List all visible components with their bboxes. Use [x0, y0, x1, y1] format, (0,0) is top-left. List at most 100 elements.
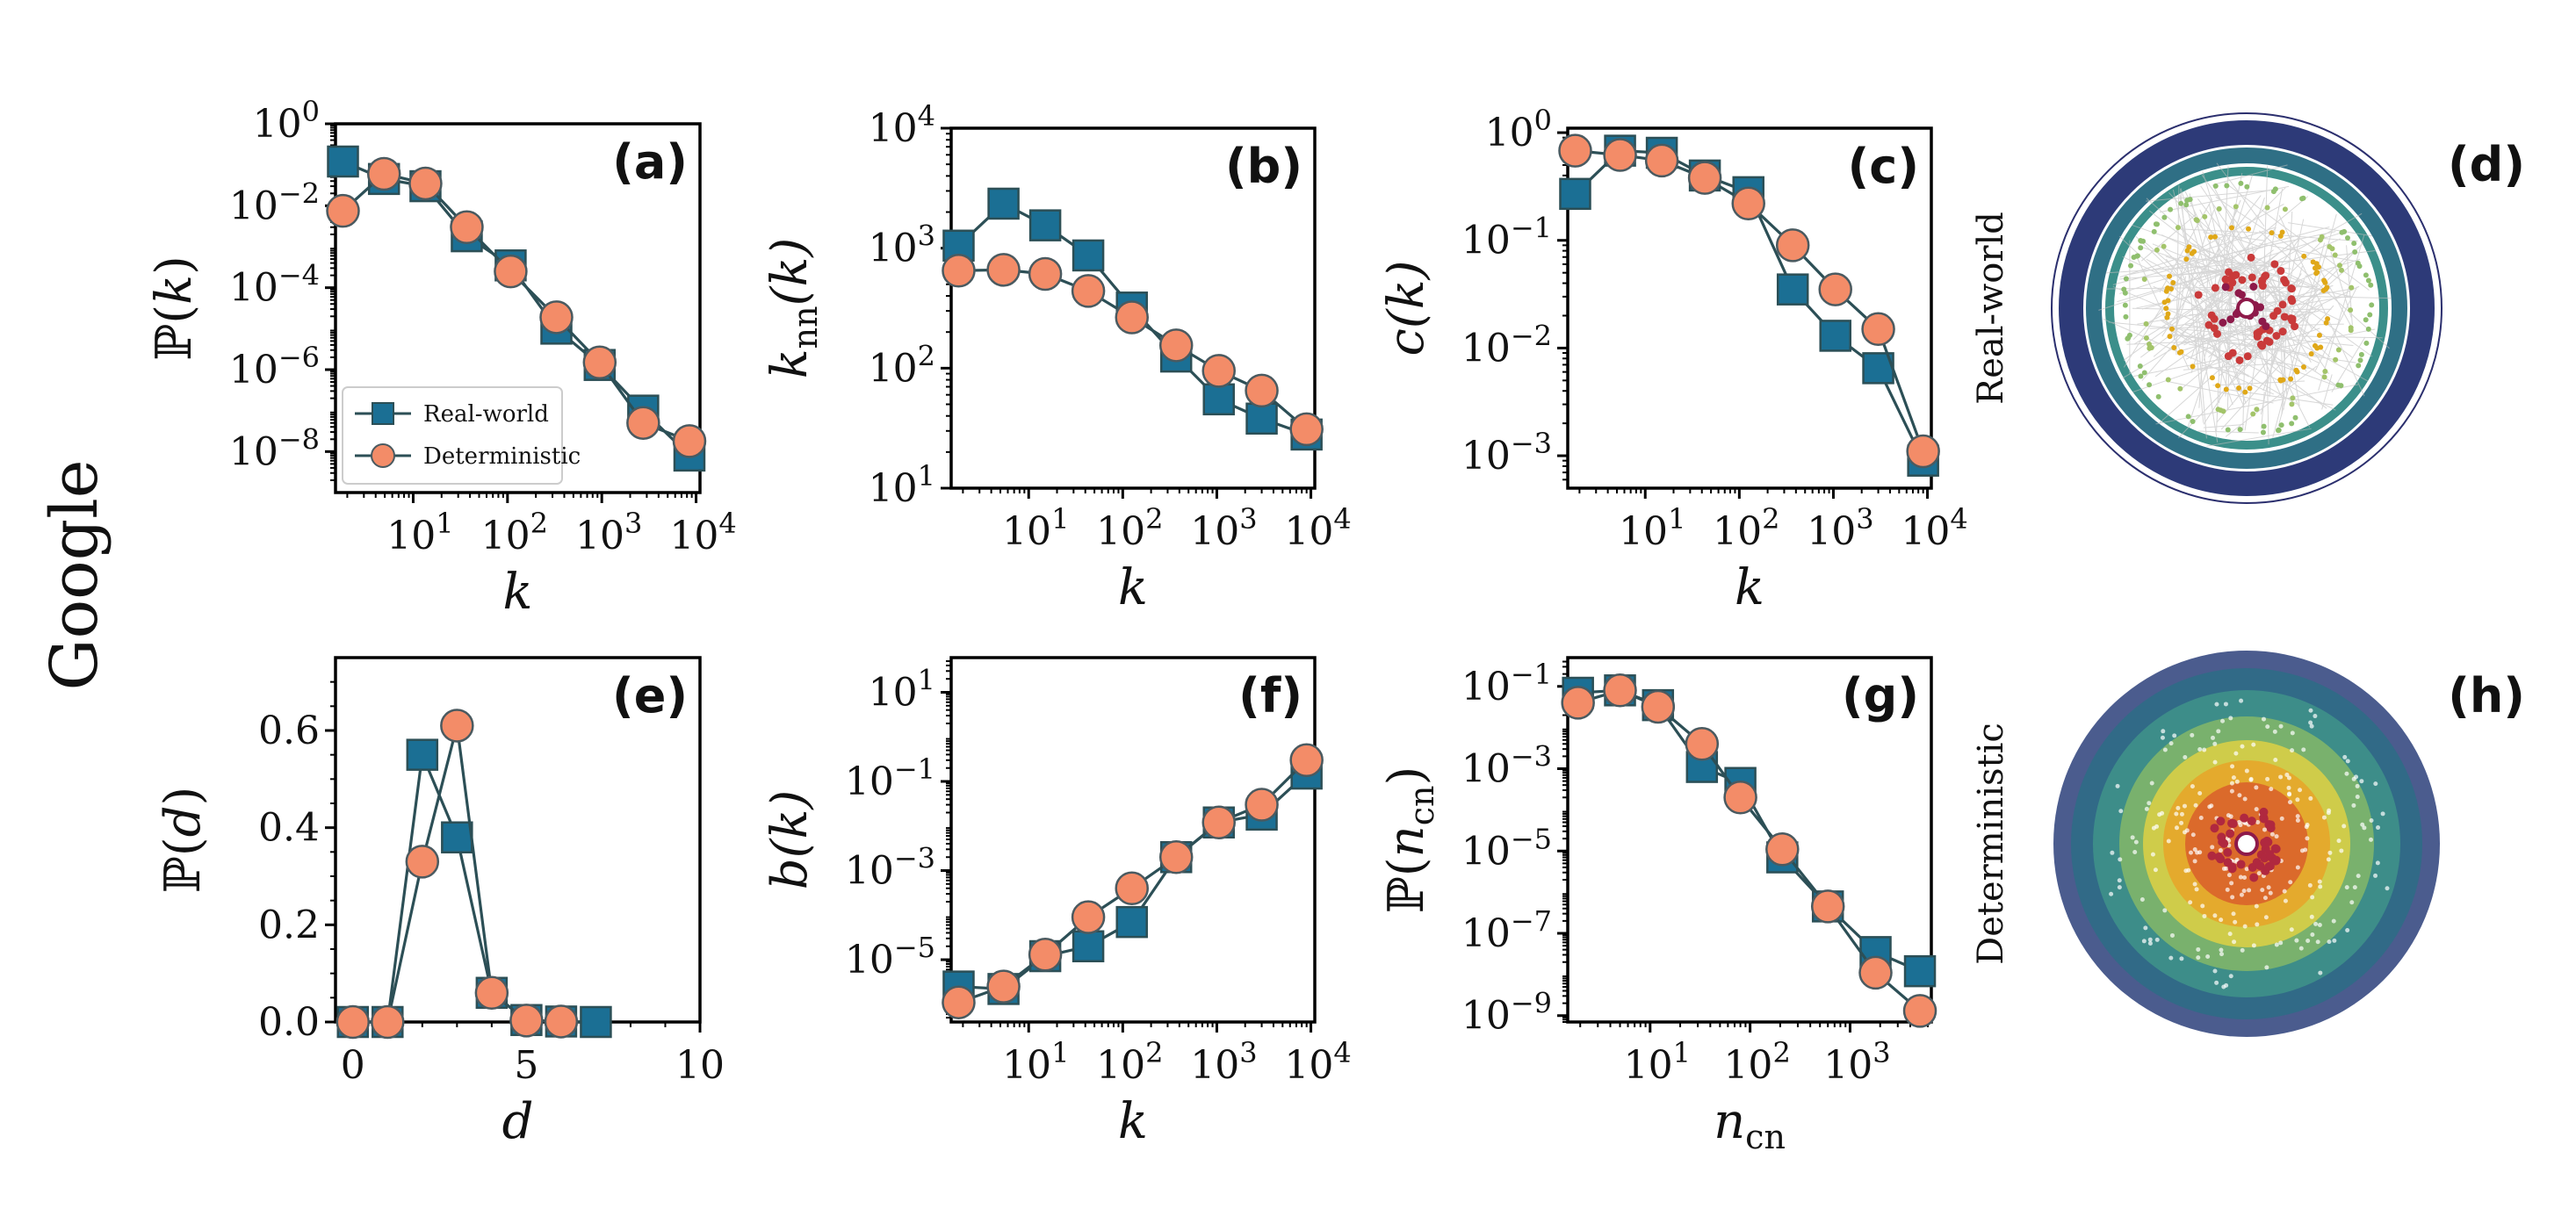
network-node	[2274, 834, 2279, 839]
network-node	[2178, 200, 2184, 206]
network-node	[2147, 382, 2153, 388]
network-node	[2165, 377, 2171, 383]
x-tick-label: 101	[1624, 1036, 1691, 1088]
network-node	[2308, 795, 2313, 801]
network-edge	[2132, 187, 2286, 341]
network-node	[2117, 885, 2122, 890]
y-tick-label: 10−5	[845, 931, 935, 982]
data-point-det	[1723, 781, 1757, 815]
network-node	[2348, 307, 2354, 313]
network-node	[2132, 849, 2138, 854]
network-node	[2313, 714, 2318, 719]
data-point-det	[582, 345, 617, 380]
data-point-real	[1115, 905, 1148, 939]
network-d: Real-world (d)	[1971, 112, 2525, 504]
network-node	[2228, 814, 2233, 819]
network-node	[2290, 730, 2295, 736]
network-node	[2226, 315, 2235, 324]
network-edge	[2276, 363, 2342, 389]
data-point-det	[1644, 143, 1679, 178]
network-node	[2196, 955, 2201, 961]
network-node	[2348, 327, 2354, 334]
panel-label: (d)	[2448, 137, 2525, 192]
network-node	[2336, 838, 2341, 844]
network-node	[2230, 895, 2235, 900]
network-edge	[2119, 227, 2276, 278]
network-edge	[2119, 245, 2268, 294]
network-edge	[2215, 196, 2349, 286]
network-node	[2161, 243, 2167, 249]
network-node	[2278, 300, 2287, 309]
network-node	[2207, 851, 2217, 860]
network-node	[2363, 340, 2370, 346]
network-node	[2310, 259, 2316, 265]
data-point-det	[1289, 743, 1324, 778]
network-node	[2123, 313, 2129, 320]
network-node	[2244, 768, 2249, 774]
network-node	[2256, 871, 2262, 876]
network-node	[2349, 284, 2355, 291]
data-point-det	[1818, 272, 1852, 306]
network-node	[2322, 368, 2328, 374]
network-node	[2324, 284, 2330, 291]
network-node	[2233, 751, 2239, 756]
network-node	[2210, 824, 2219, 833]
network-node	[2184, 248, 2190, 254]
data-point-det	[1158, 328, 1194, 363]
network-node	[2362, 825, 2367, 831]
network-node	[2134, 253, 2140, 259]
network-node	[2154, 221, 2161, 227]
network-node	[2376, 825, 2381, 831]
network-node	[2216, 205, 2222, 212]
network-node	[2237, 793, 2242, 798]
network-node	[2262, 827, 2268, 832]
data-point-det	[1603, 673, 1637, 708]
network-edge	[2232, 281, 2303, 353]
network-edge	[2206, 428, 2312, 447]
network-edge	[2213, 164, 2288, 185]
network-node	[2143, 320, 2149, 327]
network-node	[2287, 800, 2292, 805]
network-edge	[2225, 218, 2234, 397]
network-node	[2210, 735, 2215, 740]
y-tick-label: 10−5	[1461, 822, 1552, 874]
network-node	[2229, 781, 2234, 786]
network-node	[2172, 733, 2177, 738]
network-node	[2236, 860, 2246, 869]
network-node	[2191, 248, 2197, 255]
network-node	[2190, 784, 2195, 789]
network-node	[2258, 282, 2267, 291]
network-node	[2226, 873, 2232, 878]
panel-label: (e)	[612, 668, 688, 723]
network-node	[2310, 895, 2315, 900]
network-node	[2242, 796, 2248, 802]
network-node	[2210, 845, 2215, 850]
network-edge	[2146, 189, 2276, 202]
network-node	[2277, 378, 2284, 384]
network-edge	[2261, 392, 2265, 429]
network-node	[2254, 785, 2259, 790]
data-point-real	[327, 145, 359, 178]
network-node	[2308, 720, 2313, 725]
network-node	[2212, 329, 2221, 338]
axes-frame	[334, 122, 702, 494]
network-node	[2355, 260, 2361, 266]
network-node	[2168, 206, 2174, 212]
network-edge	[2240, 342, 2327, 409]
network-node	[2147, 341, 2153, 347]
network-node	[2300, 195, 2306, 201]
network-node	[2147, 940, 2153, 946]
network-edge	[2222, 255, 2353, 358]
network-node	[2242, 924, 2248, 929]
y-axis-label: c(k)	[1378, 261, 1435, 356]
network-node	[2320, 288, 2327, 294]
network-node	[2309, 723, 2314, 729]
network-node	[2179, 820, 2184, 825]
network-edge	[2203, 423, 2245, 428]
network-node	[2349, 900, 2355, 905]
network-node	[2356, 874, 2361, 879]
y-tick-label: 101	[869, 663, 935, 715]
data-point-det	[1115, 871, 1149, 905]
data-point-det	[1245, 373, 1279, 408]
network-node	[2239, 698, 2244, 703]
